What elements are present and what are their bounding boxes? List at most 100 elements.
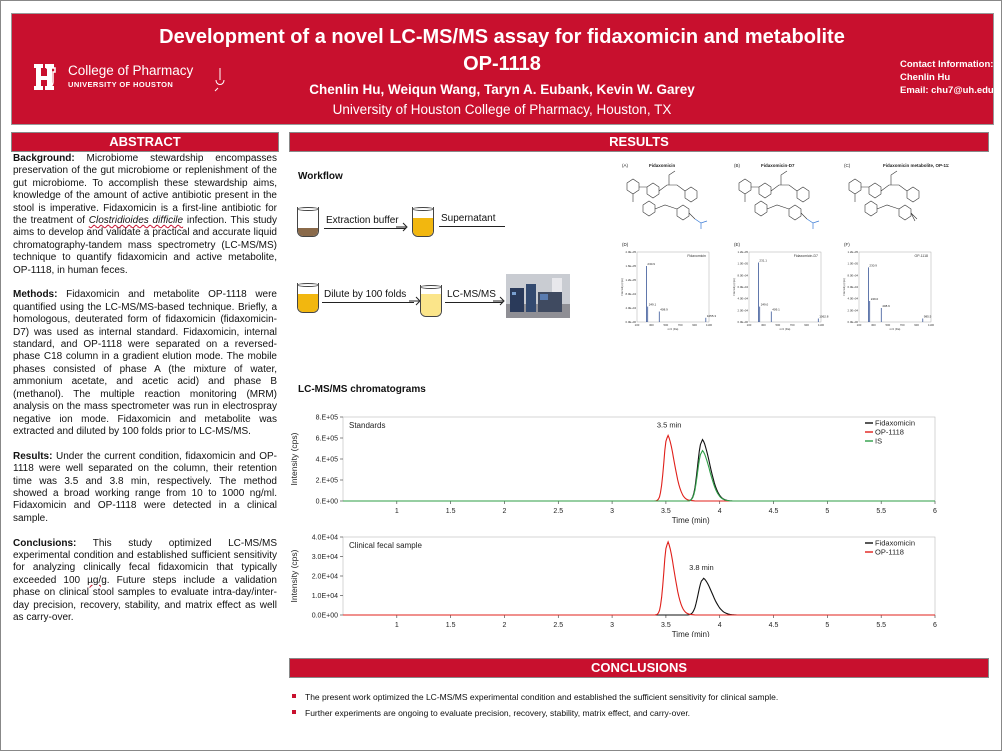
spectrum-peak-label: 231.1 (759, 259, 767, 263)
spectrum-ytick: 4.0E+04 (626, 306, 637, 310)
ytick-label: 2.E+05 (316, 478, 338, 485)
conclusion-item: The present work optimized the LC-MS/MS … (289, 689, 989, 705)
conclusion-item: Further experiments are ongoing to evalu… (289, 705, 989, 721)
spectrum-xtick: 100 (747, 323, 752, 327)
ytick-label: 6.E+05 (316, 436, 338, 443)
x-axis-label: Time (min) (672, 516, 710, 525)
spectrum-legend: OP-1118 (915, 254, 929, 258)
panel-letter: (A) (622, 163, 629, 168)
structure-panel: (A) Fidaxomicin (622, 163, 708, 229)
contact-info: Contact Information: Chenlin Hu Email: c… (900, 59, 994, 96)
arrow-icon (396, 222, 408, 232)
xtick-label: 5 (825, 622, 829, 629)
molecule-highlight (806, 218, 820, 229)
abstract-body: Background: Microbiome stewardship encom… (13, 153, 277, 637)
mortar-pestle-icon (214, 68, 225, 92)
ytick-label: 3.0E+04 (312, 554, 338, 561)
structure-panel: (C) Fidaxomicin metabolite, OP-1118 (844, 163, 949, 222)
spectrum-legend: Fidaxomicin (687, 254, 706, 258)
spectrum-xtick: 100 (635, 323, 640, 327)
spectrum-ytick: 2.0E+04 (738, 308, 749, 312)
spectrum-ytick: 8.0E+04 (738, 273, 749, 277)
chart-title: Clinical fecal sample (349, 541, 422, 550)
xtick-label: 3.5 (661, 508, 671, 515)
spectrum-ytick: 1.0E+05 (738, 262, 749, 266)
spectrum-peak-label: 249.0 (871, 297, 879, 301)
spectrum-peak-label: 408.9 (882, 304, 890, 308)
molecule-skeleton (738, 170, 810, 221)
workflow-step-lcms: LC-MS/MS (447, 289, 496, 300)
spectrum-xtick: 700 (678, 323, 683, 327)
supernatant-beaker (412, 207, 434, 237)
spectrum-xtick: 300 (871, 323, 876, 327)
workflow-step-dilute: Dilute by 100 folds (324, 289, 407, 300)
ytick-label: 0.0E+00 (312, 613, 338, 620)
abstract-results: Results: Under the current condition, fi… (13, 450, 277, 524)
logo-college: College of Pharmacy (68, 63, 194, 78)
xtick-label: 4 (718, 622, 722, 629)
spectrum-xtick: 900 (692, 323, 697, 327)
chromatograms-title: LC-MS/MS chromatograms (298, 384, 426, 395)
spectrum-xlabel: m/z (Da) (668, 327, 679, 331)
structure-panel: (B) Fidaxomicin-D7 (734, 163, 820, 229)
spectrum-peak-label: 230.9 (647, 262, 655, 266)
panel-letter: (E) (734, 242, 741, 247)
spectrum-peak-label: 1055.3 (707, 314, 717, 318)
xtick-label: 5 (825, 508, 829, 515)
spectrum-xtick: 700 (790, 323, 795, 327)
spectrum-ytick: 0.0E+00 (738, 320, 749, 324)
xtick-label: 6 (933, 622, 937, 629)
spectrum-ytick: 8.0E+04 (626, 292, 637, 296)
plot-frame (342, 416, 936, 502)
mass-spectrum: (D) Fidaxomicin 2.0E+05 1.6E+05 1.2E+05 8.0E+… (620, 242, 716, 331)
spectrum-xtick: 700 (900, 323, 905, 327)
panel-letter: (B) (734, 163, 741, 168)
spectrum-ytick: 4.0E+04 (848, 297, 859, 301)
spectrum-xtick: 500 (775, 323, 780, 327)
spectrum-peak-label: 230.9 (869, 263, 877, 267)
panel-letter: (F) (844, 242, 850, 247)
spectrum-ylabel: Intensity (cps) (620, 278, 624, 295)
spectrum-peak-label: 408.9 (660, 308, 668, 312)
conclusions-list: The present work optimized the LC-MS/MS … (289, 689, 989, 721)
xtick-label: 2 (503, 508, 507, 515)
y-axis-label: Intensity (cps) (289, 549, 299, 602)
workflow-title: Workflow (298, 171, 343, 182)
spectrum-ytick: 0.0E+00 (626, 320, 637, 324)
mass-spectrum: (F) OP-1118 1.2E+05 1.0E+05 8.0E+04 6.0E+04 4.… (842, 242, 934, 331)
spectrum-xtick: 500 (663, 323, 668, 327)
xtick-label: 5.5 (876, 622, 886, 629)
spectrum-ytick: 6.0E+04 (848, 285, 859, 289)
molecule-skeleton (848, 170, 920, 221)
xtick-label: 1 (395, 508, 399, 515)
x-axis-label: Time (min) (672, 630, 710, 637)
y-axis-label: Intensity (cps) (289, 432, 299, 485)
chart-title: Standards (349, 421, 385, 430)
spectrum-xtick: 1100 (818, 323, 824, 327)
spectrum-frame (636, 251, 710, 323)
molecule-highlight (910, 212, 916, 222)
spectrum-frame (858, 251, 932, 323)
authors: Chenlin Hu, Weiqun Wang, Taryn A. Eubank… (309, 82, 695, 97)
spectrum-frame (748, 251, 822, 323)
mass-spectrum: (E) Fidaxomicin-D7 1.2E+05 1.0E+05 8.0E+04 6.… (732, 242, 829, 331)
spectrum-ytick: 1.2E+05 (626, 278, 637, 282)
spectrum-peak-label: 1062.8 (819, 315, 829, 319)
xtick-label: 5.5 (876, 508, 886, 515)
xtick-label: 6 (933, 508, 937, 515)
molecule-highlight (694, 218, 708, 229)
poster-title: Development of a novel LC-MS/MS assay fo… (159, 26, 845, 75)
uh-logo: College of Pharmacy UNIVERSITY OF HOUSTO… (32, 62, 202, 92)
legend-label: IS (875, 437, 882, 446)
spectrum-xlabel: m/z (Da) (780, 327, 791, 331)
chromatogram-panel: 0.E+00 2.E+05 4.E+05 6.E+05 8.E+05 1 1.5 2 2.5 3 3… (289, 415, 937, 526)
workflow-step-supernatant: Supernatant (441, 213, 496, 224)
xtick-label: 2.5 (553, 508, 563, 515)
spectrum-ytick: 1.6E+05 (626, 264, 637, 268)
diluted-beaker (420, 285, 442, 317)
spectrum-ytick: 6.0E+04 (738, 285, 749, 289)
series-line-is (343, 449, 935, 502)
xtick-label: 2.5 (553, 622, 563, 629)
chromatogram-panel: 0.0E+00 1.0E+04 2.0E+04 3.0E+04 4.0E+04 1 1.5 2… (289, 535, 937, 638)
peak-annotation: 3.5 min (657, 421, 682, 430)
